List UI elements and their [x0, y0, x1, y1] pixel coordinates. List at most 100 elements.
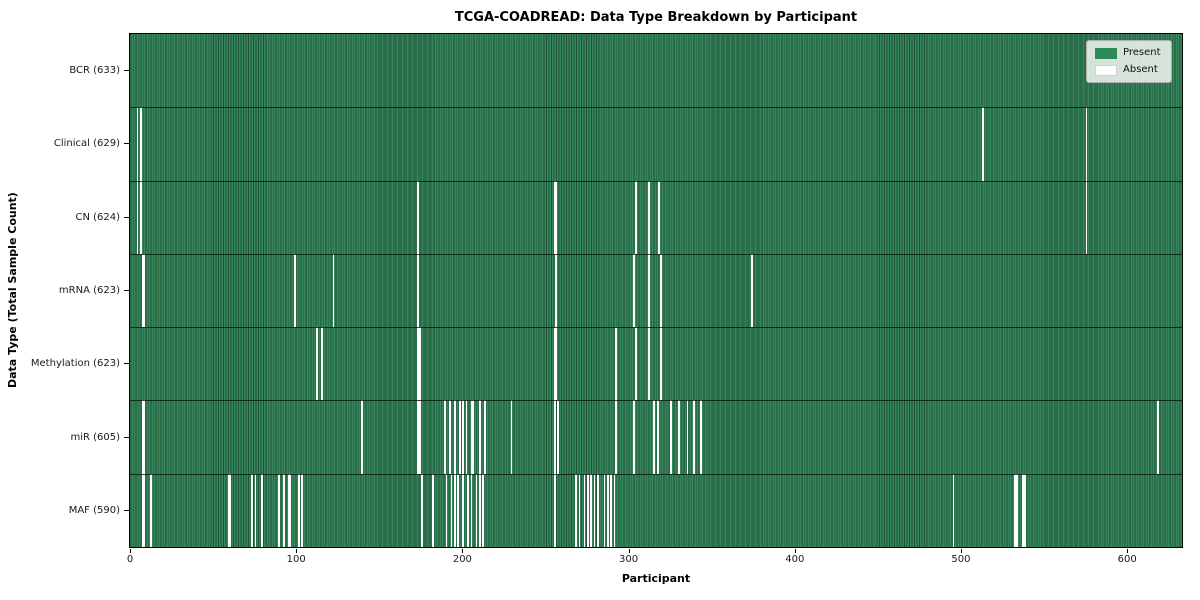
absent-stripe	[478, 400, 481, 474]
absent-stripe	[751, 253, 754, 328]
absent-stripe	[360, 400, 363, 474]
absent-stripe	[449, 400, 451, 474]
absent-stripe	[633, 253, 636, 328]
row-separator	[130, 400, 1182, 402]
absent-stripe	[555, 253, 558, 328]
absent-stripe	[590, 473, 593, 547]
absent-stripe	[251, 473, 254, 547]
absent-stripe	[478, 473, 481, 547]
x-tick-label: 300	[619, 554, 639, 565]
legend-item-present: Present	[1095, 47, 1163, 59]
absent-stripe	[610, 473, 613, 547]
absent-stripe	[1014, 473, 1016, 547]
absent-stripe	[321, 327, 323, 401]
row-separator	[130, 473, 1182, 475]
x-tick-label: 600	[1117, 554, 1137, 565]
absent-stripe	[982, 107, 985, 181]
absent-stripe	[648, 180, 651, 254]
absent-stripe	[417, 400, 420, 474]
absent-stripe	[1022, 473, 1025, 547]
absent-stripe	[615, 400, 617, 474]
absent-stripe	[699, 400, 702, 474]
absent-stripe	[454, 400, 456, 474]
absent-swatch-icon	[1095, 64, 1117, 76]
plot-area	[129, 33, 1183, 548]
absent-stripe	[141, 400, 144, 474]
y-tick-mark	[124, 509, 129, 511]
x-tick-label: 200	[452, 554, 472, 565]
absent-stripe	[553, 327, 556, 401]
absent-stripe	[457, 473, 460, 547]
row-separator	[130, 107, 1182, 109]
absent-stripe	[472, 400, 475, 474]
data-row-cn	[130, 180, 1182, 254]
x-tick-label: 400	[785, 554, 805, 565]
x-tick-mark	[1127, 549, 1129, 553]
x-tick-label: 100	[286, 554, 306, 565]
absent-stripe	[553, 473, 556, 547]
absent-stripe	[419, 327, 421, 401]
x-tick-mark	[628, 549, 630, 553]
absent-stripe	[139, 180, 142, 254]
row-separator	[130, 180, 1182, 182]
data-row-methylation	[130, 327, 1182, 401]
absent-stripe	[136, 107, 139, 181]
absent-stripe	[462, 473, 465, 547]
absent-stripe	[141, 473, 144, 547]
legend-label-present: Present	[1123, 47, 1161, 58]
absent-stripe	[678, 400, 681, 474]
y-tick-label: Clinical (629)	[53, 138, 120, 150]
legend-item-absent: Absent	[1095, 64, 1163, 76]
data-row-maf	[130, 473, 1182, 547]
x-tick-mark	[296, 549, 298, 553]
absent-stripe	[1085, 107, 1088, 181]
absent-stripe	[287, 473, 290, 547]
absent-stripe	[316, 327, 318, 401]
x-tick-mark	[130, 549, 131, 553]
absent-stripe	[648, 327, 651, 401]
absent-stripe	[417, 253, 420, 328]
absent-stripe	[229, 473, 232, 547]
absent-stripe	[555, 180, 558, 254]
absent-stripe	[633, 400, 636, 474]
present-swatch-icon	[1095, 47, 1117, 59]
absent-stripe	[596, 473, 599, 547]
row-separator	[130, 327, 1182, 329]
y-tick-mark	[124, 363, 129, 365]
x-axis-label: Participant	[621, 572, 691, 585]
absent-stripe	[454, 473, 456, 547]
absent-stripe	[686, 400, 689, 474]
absent-stripe	[555, 327, 558, 401]
x-tick-mark	[462, 549, 464, 553]
x-tick-mark	[960, 549, 962, 553]
absent-stripe	[445, 473, 448, 547]
absent-stripe	[332, 253, 335, 328]
absent-stripe	[254, 473, 257, 547]
y-tick-mark	[124, 216, 129, 218]
y-tick-label: MAF (590)	[68, 504, 120, 516]
legend: Present Absent	[1086, 40, 1172, 83]
absent-stripe	[444, 400, 446, 474]
absent-stripe	[635, 327, 637, 401]
absent-stripe	[1157, 400, 1159, 474]
absent-stripe	[450, 473, 453, 547]
absent-stripe	[143, 253, 146, 328]
y-tick-label: CN (624)	[75, 211, 120, 223]
absent-stripe	[419, 400, 421, 474]
absent-stripe	[141, 253, 144, 328]
y-tick-label: miR (605)	[70, 431, 120, 443]
absent-stripe	[615, 327, 617, 401]
absent-stripe	[553, 400, 556, 474]
absent-stripe	[606, 473, 609, 547]
y-tick-mark	[124, 143, 129, 145]
x-tick-mark	[794, 549, 796, 553]
data-row-clinical	[130, 107, 1182, 181]
y-tick-mark	[124, 436, 129, 438]
absent-stripe	[143, 473, 146, 547]
absent-stripe	[660, 327, 662, 401]
chart-title: TCGA-COADREAD: Data Type Breakdown by Pa…	[454, 10, 858, 25]
absent-stripe	[613, 473, 616, 547]
absent-stripe	[656, 400, 659, 474]
absent-stripe	[575, 473, 578, 547]
